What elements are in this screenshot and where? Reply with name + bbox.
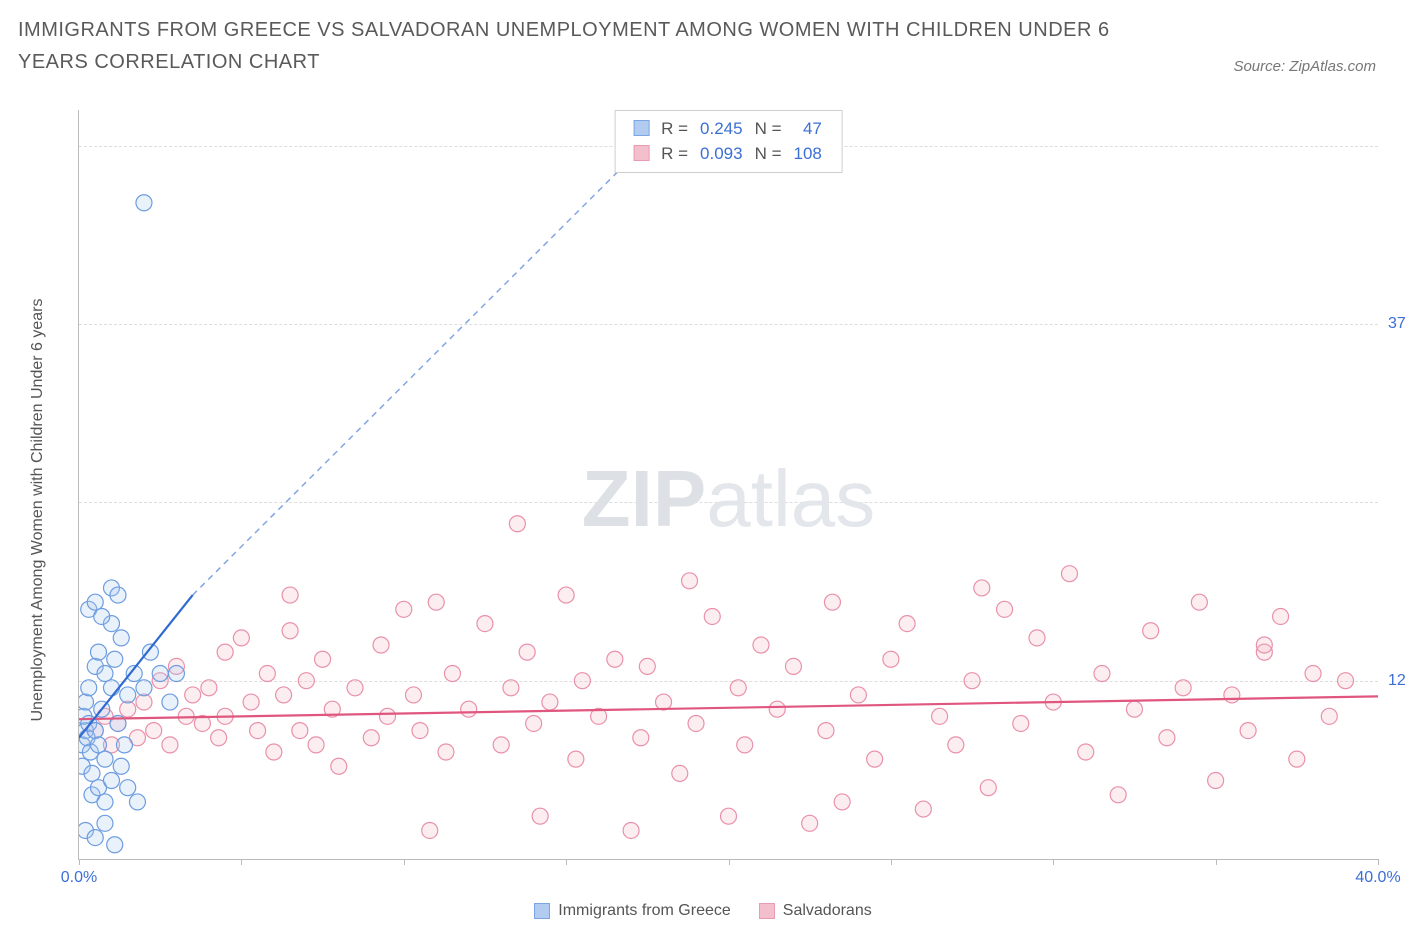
stat-r1-value: 0.245 (694, 117, 749, 142)
scatter-svg (79, 110, 1378, 859)
swatch-series2 (633, 145, 649, 161)
stat-r-label: R = (655, 117, 694, 142)
swatch-series2-b (759, 903, 775, 919)
legend-series1-label: Immigrants from Greece (558, 902, 730, 920)
legend-item-series2: Salvadorans (759, 902, 872, 920)
source-attribution: Source: ZipAtlas.com (1233, 58, 1376, 75)
x-tick-label: 40.0% (1355, 869, 1400, 887)
stat-r2-value: 0.093 (694, 142, 749, 167)
plot-region: ZIPatlas R = 0.245 N = 47 R = 0.093 (78, 110, 1378, 860)
swatch-series1 (633, 120, 649, 136)
x-tick-label: 0.0% (61, 869, 97, 887)
stats-row-series1: R = 0.245 N = 47 (627, 117, 828, 142)
stats-legend: R = 0.245 N = 47 R = 0.093 N = 108 (614, 110, 843, 173)
stat-n1-value: 47 (788, 117, 828, 142)
y-axis-label: Unemployment Among Women with Children U… (29, 298, 47, 721)
swatch-series1-b (534, 903, 550, 919)
y-tick-label: 12.5% (1380, 672, 1406, 690)
stat-n-label: N = (749, 117, 788, 142)
stat-r-label: R = (655, 142, 694, 167)
legend-item-series1: Immigrants from Greece (534, 902, 730, 920)
y-tick-label: 37.5% (1380, 315, 1406, 333)
stat-n-label: N = (749, 142, 788, 167)
stats-row-series2: R = 0.093 N = 108 (627, 142, 828, 167)
chart-title: IMMIGRANTS FROM GREECE VS SALVADORAN UNE… (18, 14, 1118, 78)
stat-n2-value: 108 (788, 142, 828, 167)
chart-area: Unemployment Among Women with Children U… (18, 100, 1388, 920)
bottom-legend: Immigrants from Greece Salvadorans (18, 902, 1388, 920)
legend-series2-label: Salvadorans (783, 902, 872, 920)
